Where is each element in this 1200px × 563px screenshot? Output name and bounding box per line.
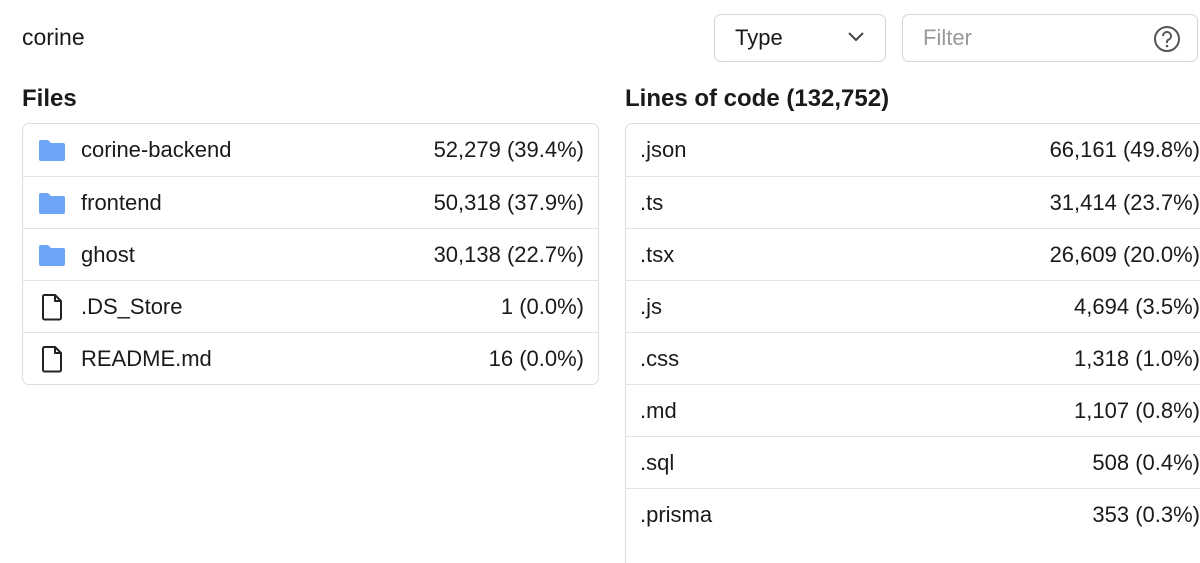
page: {"header": {"title": "corine", "type_sel…	[22, 14, 1200, 563]
folder-shape	[39, 244, 65, 266]
row-count: 1,318 (1.0%)	[1074, 345, 1200, 371]
table-row[interactable]: .js 4,694 (3.5%)	[626, 280, 1200, 332]
row-name-cell: README.md	[37, 344, 489, 374]
row-count: 4,694 (3.5%)	[1074, 293, 1200, 319]
row-name-cell: .tsx	[640, 242, 1050, 268]
row-count: 1 (0.0%)	[500, 293, 584, 319]
row-name: .md	[640, 397, 677, 423]
filter-placeholder: Filter	[923, 25, 972, 50]
table-row[interactable]: .css 1,318 (1.0%)	[626, 332, 1200, 384]
table-row[interactable]: corine-backend 52,279 (39.4%)	[23, 124, 598, 176]
lines-table: .json 66,161 (49.8%) .ts 31,414 (23.7%) .tsx…	[625, 123, 1200, 563]
row-name: .prisma	[640, 501, 713, 527]
row-count: 26,609 (20.0%)	[1049, 241, 1200, 267]
app: corine Type Filter Files corine-backend 5…	[22, 14, 1200, 563]
row-name: .sql	[640, 449, 675, 475]
row-count: 353 (0.3%)	[1092, 501, 1200, 527]
filter-input[interactable]: Filter	[902, 14, 1198, 62]
row-count: 1,107 (0.8%)	[1074, 397, 1200, 423]
row-name-cell: .DS_Store	[37, 292, 501, 322]
row-name: README.md	[81, 345, 212, 371]
table-row[interactable]: .sql 508 (0.4%)	[626, 436, 1200, 488]
folder-shape	[39, 140, 65, 161]
row-name-cell: .sql	[640, 450, 1092, 476]
chevron-icon	[848, 32, 864, 42]
select-label: Type	[735, 25, 783, 50]
files-heading: Files	[22, 85, 77, 112]
row-name-cell: frontend	[37, 188, 434, 218]
help-icon[interactable]	[1153, 25, 1181, 53]
table-row[interactable]: frontend 50,318 (37.9%)	[23, 176, 598, 228]
table-row[interactable]: .md 1,107 (0.8%)	[626, 384, 1200, 436]
row-name-cell: corine-backend	[37, 135, 434, 165]
file-shape	[42, 293, 62, 320]
folder-icon	[39, 244, 65, 266]
file-shape	[42, 345, 62, 372]
row-name: .DS_Store	[81, 293, 183, 319]
files-table: corine-backend 52,279 (39.4%) frontend 50,3…	[22, 123, 599, 385]
row-name: .json	[640, 137, 687, 162]
table-row[interactable]: ghost 30,138 (22.7%)	[23, 228, 598, 280]
row-count: 52,279 (39.4%)	[433, 137, 584, 162]
row-name-cell: ghost	[37, 240, 434, 270]
folder-icon	[39, 140, 65, 161]
row-count: 16 (0.0%)	[488, 345, 584, 371]
row-name: corine-backend	[81, 137, 232, 162]
row-name-cell: .md	[640, 398, 1074, 424]
row-name: .js	[640, 293, 662, 319]
project-title: corine	[22, 24, 85, 50]
row-count: 31,414 (23.7%)	[1049, 189, 1200, 215]
table-row[interactable]: README.md 16 (0.0%)	[23, 332, 598, 384]
row-name-cell: .prisma	[640, 502, 1092, 528]
table-row[interactable]: .tsx 26,609 (20.0%)	[626, 228, 1200, 280]
file-icon	[42, 345, 62, 372]
row-name: ghost	[81, 241, 135, 267]
folder-shape	[39, 192, 65, 214]
row-name: .ts	[640, 189, 664, 215]
table-row[interactable]: .json 66,161 (49.8%)	[626, 124, 1200, 176]
row-name: .css	[640, 345, 680, 371]
file-icon	[42, 293, 62, 320]
table-row[interactable]: .DS_Store 1 (0.0%)	[23, 280, 598, 332]
row-name-cell: .ts	[640, 190, 1050, 216]
table-row[interactable]: .ts 31,414 (23.7%)	[626, 176, 1200, 228]
lines-heading: Lines of code (132,752)	[625, 85, 890, 112]
folder-icon	[39, 192, 65, 214]
row-count: 508 (0.4%)	[1092, 449, 1200, 475]
type-select[interactable]: Type	[714, 14, 886, 62]
row-name: .tsx	[640, 241, 675, 267]
row-count: 50,318 (37.9%)	[433, 189, 584, 215]
row-count: 66,161 (49.8%)	[1049, 137, 1200, 162]
table-row[interactable]: .prisma 353 (0.3%)	[626, 488, 1200, 540]
row-name-cell: .css	[640, 346, 1074, 372]
row-name: frontend	[81, 189, 162, 215]
row-name-cell: .json	[640, 137, 1050, 163]
row-name-cell: .js	[640, 294, 1074, 320]
row-count: 30,138 (22.7%)	[433, 241, 584, 267]
